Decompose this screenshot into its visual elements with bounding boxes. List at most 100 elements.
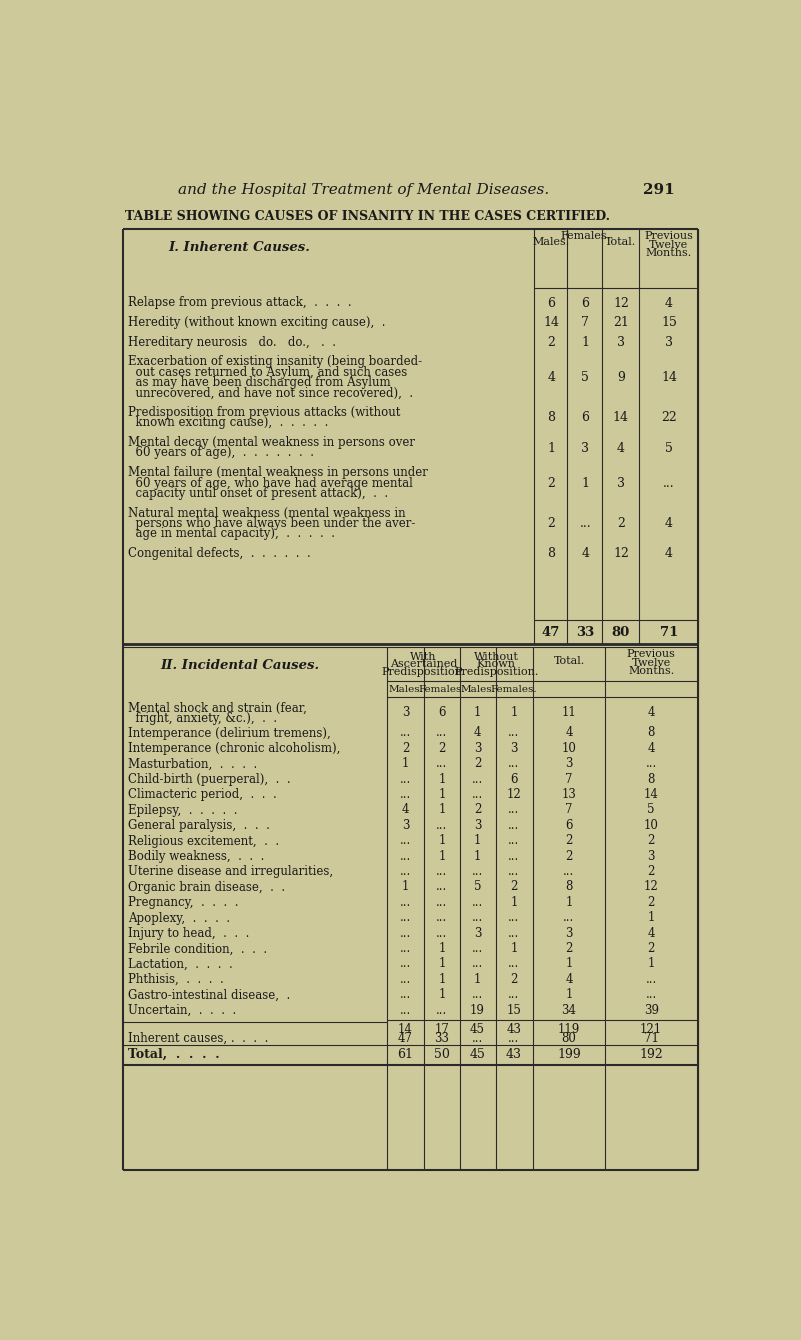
Text: ...: ... xyxy=(472,773,483,785)
Text: 199: 199 xyxy=(557,1048,581,1061)
Text: Gastro-intestinal disease,  .: Gastro-intestinal disease, . xyxy=(128,989,290,1001)
Text: 4: 4 xyxy=(402,804,409,816)
Text: 39: 39 xyxy=(644,1004,658,1017)
Text: 80: 80 xyxy=(612,626,630,639)
Text: 1: 1 xyxy=(402,757,409,770)
Text: 14: 14 xyxy=(613,411,629,425)
Text: 4: 4 xyxy=(566,973,573,986)
Text: ...: ... xyxy=(563,911,574,925)
Text: persons who have always been under the aver-: persons who have always been under the a… xyxy=(128,517,416,529)
Text: 21: 21 xyxy=(613,316,629,330)
Text: 3: 3 xyxy=(402,819,409,832)
Text: Predisposition.: Predisposition. xyxy=(454,667,538,677)
Text: Females.: Females. xyxy=(419,685,465,694)
Text: as may have been discharged from Asylum: as may have been discharged from Asylum xyxy=(128,377,391,389)
Text: ...: ... xyxy=(437,866,448,878)
Text: ...: ... xyxy=(437,911,448,925)
Text: Heredity (without known exciting cause),  .: Heredity (without known exciting cause),… xyxy=(128,316,385,328)
Text: 9: 9 xyxy=(617,371,625,385)
Text: 8: 8 xyxy=(566,880,573,894)
Text: 43: 43 xyxy=(506,1048,522,1061)
Text: 2: 2 xyxy=(547,336,555,348)
Text: Previous: Previous xyxy=(645,232,694,241)
Text: 11: 11 xyxy=(562,706,577,720)
Text: 4: 4 xyxy=(647,927,655,939)
Text: 60 years of age),  .  .  .  .  .  .  .: 60 years of age), . . . . . . . xyxy=(128,446,314,460)
Text: ...: ... xyxy=(509,850,520,863)
Text: 5: 5 xyxy=(474,880,481,894)
Text: 3: 3 xyxy=(647,850,655,863)
Text: ...: ... xyxy=(646,988,657,1001)
Text: 45: 45 xyxy=(469,1048,485,1061)
Text: 10: 10 xyxy=(644,819,658,832)
Text: Predisposition.: Predisposition. xyxy=(381,667,465,677)
Text: 2: 2 xyxy=(438,742,445,754)
Text: Inherent causes, .  .  .  .: Inherent causes, . . . . xyxy=(128,1032,268,1045)
Text: 4: 4 xyxy=(566,726,573,740)
Text: 7: 7 xyxy=(566,804,573,816)
Text: 8: 8 xyxy=(547,547,555,560)
Text: 2: 2 xyxy=(647,896,655,909)
Text: ...: ... xyxy=(400,927,411,939)
Text: ...: ... xyxy=(437,757,448,770)
Text: 71: 71 xyxy=(660,626,678,639)
Text: ...: ... xyxy=(472,896,483,909)
Text: Total.: Total. xyxy=(606,237,637,247)
Text: 4: 4 xyxy=(647,742,655,754)
Text: 4: 4 xyxy=(547,371,555,385)
Text: 1: 1 xyxy=(566,896,573,909)
Text: 33: 33 xyxy=(434,1032,449,1045)
Text: 4: 4 xyxy=(665,296,673,310)
Text: 1: 1 xyxy=(438,835,445,847)
Text: With: With xyxy=(410,651,437,662)
Text: 1: 1 xyxy=(438,850,445,863)
Text: ...: ... xyxy=(579,517,591,531)
Text: ...: ... xyxy=(472,1032,483,1045)
Text: Predisposition from previous attacks (without: Predisposition from previous attacks (wi… xyxy=(128,406,400,419)
Text: Climacteric period,  .  .  .: Climacteric period, . . . xyxy=(128,788,277,801)
Text: 7: 7 xyxy=(566,773,573,785)
Text: 12: 12 xyxy=(613,296,629,310)
Text: 3: 3 xyxy=(566,927,573,939)
Text: ...: ... xyxy=(400,850,411,863)
Text: Without: Without xyxy=(473,651,518,662)
Text: ...: ... xyxy=(646,973,657,986)
Text: 2: 2 xyxy=(474,804,481,816)
Text: 3: 3 xyxy=(402,706,409,720)
Text: 1: 1 xyxy=(438,788,445,801)
Text: 1: 1 xyxy=(510,706,517,720)
Text: ...: ... xyxy=(563,866,574,878)
Text: ...: ... xyxy=(509,819,520,832)
Text: 2: 2 xyxy=(566,942,573,955)
Text: ...: ... xyxy=(400,957,411,970)
Text: 1: 1 xyxy=(474,973,481,986)
Text: Congenital defects,  .  .  .  .  .  .: Congenital defects, . . . . . . xyxy=(128,547,311,560)
Text: 13: 13 xyxy=(562,788,577,801)
Text: age in mental capacity),  .  .  .  .  .: age in mental capacity), . . . . . xyxy=(128,528,335,540)
Text: 6: 6 xyxy=(582,411,590,425)
Text: 1: 1 xyxy=(566,957,573,970)
Text: 119: 119 xyxy=(557,1022,580,1036)
Text: 1: 1 xyxy=(647,957,655,970)
Text: ...: ... xyxy=(472,788,483,801)
Text: Lactation,  .  .  .  .: Lactation, . . . . xyxy=(128,958,233,970)
Text: 61: 61 xyxy=(397,1048,413,1061)
Text: ...: ... xyxy=(472,866,483,878)
Text: 6: 6 xyxy=(582,296,590,310)
Text: 4: 4 xyxy=(647,706,655,720)
Text: 3: 3 xyxy=(474,819,481,832)
Text: 3: 3 xyxy=(665,336,673,348)
Text: Pregnancy,  .  .  .  .: Pregnancy, . . . . xyxy=(128,896,239,909)
Text: 60 years of age, who have had average mental: 60 years of age, who have had average me… xyxy=(128,477,413,489)
Text: 4: 4 xyxy=(582,547,590,560)
Text: 80: 80 xyxy=(562,1032,577,1045)
Text: ...: ... xyxy=(472,988,483,1001)
Text: 4: 4 xyxy=(474,726,481,740)
Text: Exacerbation of existing insanity (being boarded-: Exacerbation of existing insanity (being… xyxy=(128,355,422,369)
Text: 1: 1 xyxy=(510,942,517,955)
Text: 3: 3 xyxy=(474,742,481,754)
Text: 22: 22 xyxy=(661,411,677,425)
Text: 2: 2 xyxy=(617,517,625,531)
Text: 1: 1 xyxy=(566,988,573,1001)
Text: 1: 1 xyxy=(438,804,445,816)
